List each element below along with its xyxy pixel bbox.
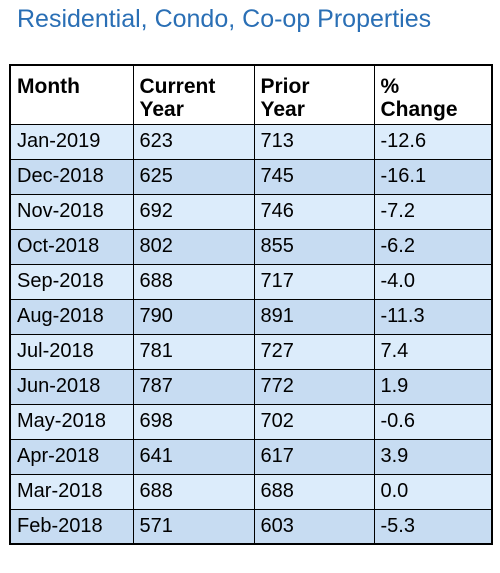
cell-prior-year: 855: [253, 228, 375, 265]
table-row: Nov-2018 692 746 -7.2: [9, 193, 493, 230]
cell-prior-year: 713: [253, 123, 375, 160]
cell-current-year: 698: [132, 403, 255, 440]
cell-percent-change: 7.4: [373, 333, 493, 370]
cell-prior-year: 891: [253, 298, 375, 335]
cell-percent-change: -12.6: [373, 123, 493, 160]
table-row: Mar-2018 688 688 0.0: [9, 473, 493, 510]
header-percent-change-line2: Change: [380, 98, 458, 121]
cell-percent-change: -0.6: [373, 403, 493, 440]
cell-current-year: 692: [132, 193, 255, 230]
cell-month: Apr-2018: [9, 438, 134, 475]
cell-month: Aug-2018: [9, 298, 134, 335]
cell-percent-change: -5.3: [373, 508, 493, 545]
table-row: Jan-2019 623 713 -12.6: [9, 123, 493, 160]
header-current-year-line2: Year: [139, 98, 184, 121]
table-row: Jul-2018 781 727 7.4: [9, 333, 493, 370]
cell-prior-year: 772: [253, 368, 375, 405]
table-row: Aug-2018 790 891 -11.3: [9, 298, 493, 335]
cell-percent-change: -4.0: [373, 263, 493, 300]
page-title: Residential, Condo, Co-op Properties: [17, 5, 432, 33]
cell-month: Feb-2018: [9, 508, 134, 545]
table-row: May-2018 698 702 -0.6: [9, 403, 493, 440]
cell-month: May-2018: [9, 403, 134, 440]
header-prior-year-line1: Prior: [260, 75, 310, 98]
cell-percent-change: -6.2: [373, 228, 493, 265]
cell-percent-change: -11.3: [373, 298, 493, 335]
table-row: Feb-2018 571 603 -5.3: [9, 508, 493, 545]
cell-percent-change: -7.2: [373, 193, 493, 230]
cell-prior-year: 727: [253, 333, 375, 370]
table-row: Apr-2018 641 617 3.9: [9, 438, 493, 475]
cell-current-year: 781: [132, 333, 255, 370]
table-row: Jun-2018 787 772 1.9: [9, 368, 493, 405]
cell-month: Sep-2018: [9, 263, 134, 300]
cell-prior-year: 603: [253, 508, 375, 545]
table-row: Sep-2018 688 717 -4.0: [9, 263, 493, 300]
cell-current-year: 790: [132, 298, 255, 335]
header-percent-change-line1: %: [380, 75, 400, 98]
cell-month: Oct-2018: [9, 228, 134, 265]
table-row: Oct-2018 802 855 -6.2: [9, 228, 493, 265]
cell-month: Dec-2018: [9, 158, 134, 195]
cell-current-year: 802: [132, 228, 255, 265]
cell-current-year: 787: [132, 368, 255, 405]
cell-prior-year: 617: [253, 438, 375, 475]
header-current-year: Current Year: [132, 64, 255, 125]
header-current-year-line1: Current: [139, 75, 216, 98]
cell-current-year: 641: [132, 438, 255, 475]
cell-prior-year: 688: [253, 473, 375, 510]
cell-percent-change: 1.9: [373, 368, 493, 405]
cell-current-year: 571: [132, 508, 255, 545]
cell-percent-change: 3.9: [373, 438, 493, 475]
header-prior-year-line2: Year: [260, 98, 305, 121]
cell-month: Jul-2018: [9, 333, 134, 370]
header-month-line1: Month: [17, 75, 80, 98]
cell-month: Mar-2018: [9, 473, 134, 510]
cell-month: Jan-2019: [9, 123, 134, 160]
cell-current-year: 688: [132, 263, 255, 300]
table-row: Dec-2018 625 745 -16.1: [9, 158, 493, 195]
cell-month: Jun-2018: [9, 368, 134, 405]
cell-prior-year: 702: [253, 403, 375, 440]
cell-percent-change: 0.0: [373, 473, 493, 510]
cell-prior-year: 746: [253, 193, 375, 230]
properties-table: Month Current Year Prior Year % Change J…: [9, 64, 493, 545]
cell-current-year: 688: [132, 473, 255, 510]
table-header-row: Month Current Year Prior Year % Change: [9, 64, 493, 125]
cell-prior-year: 745: [253, 158, 375, 195]
cell-month: Nov-2018: [9, 193, 134, 230]
header-prior-year: Prior Year: [253, 64, 375, 125]
header-percent-change: % Change: [373, 64, 493, 125]
header-month: Month: [9, 64, 134, 125]
cell-percent-change: -16.1: [373, 158, 493, 195]
cell-prior-year: 717: [253, 263, 375, 300]
cell-current-year: 625: [132, 158, 255, 195]
cell-current-year: 623: [132, 123, 255, 160]
